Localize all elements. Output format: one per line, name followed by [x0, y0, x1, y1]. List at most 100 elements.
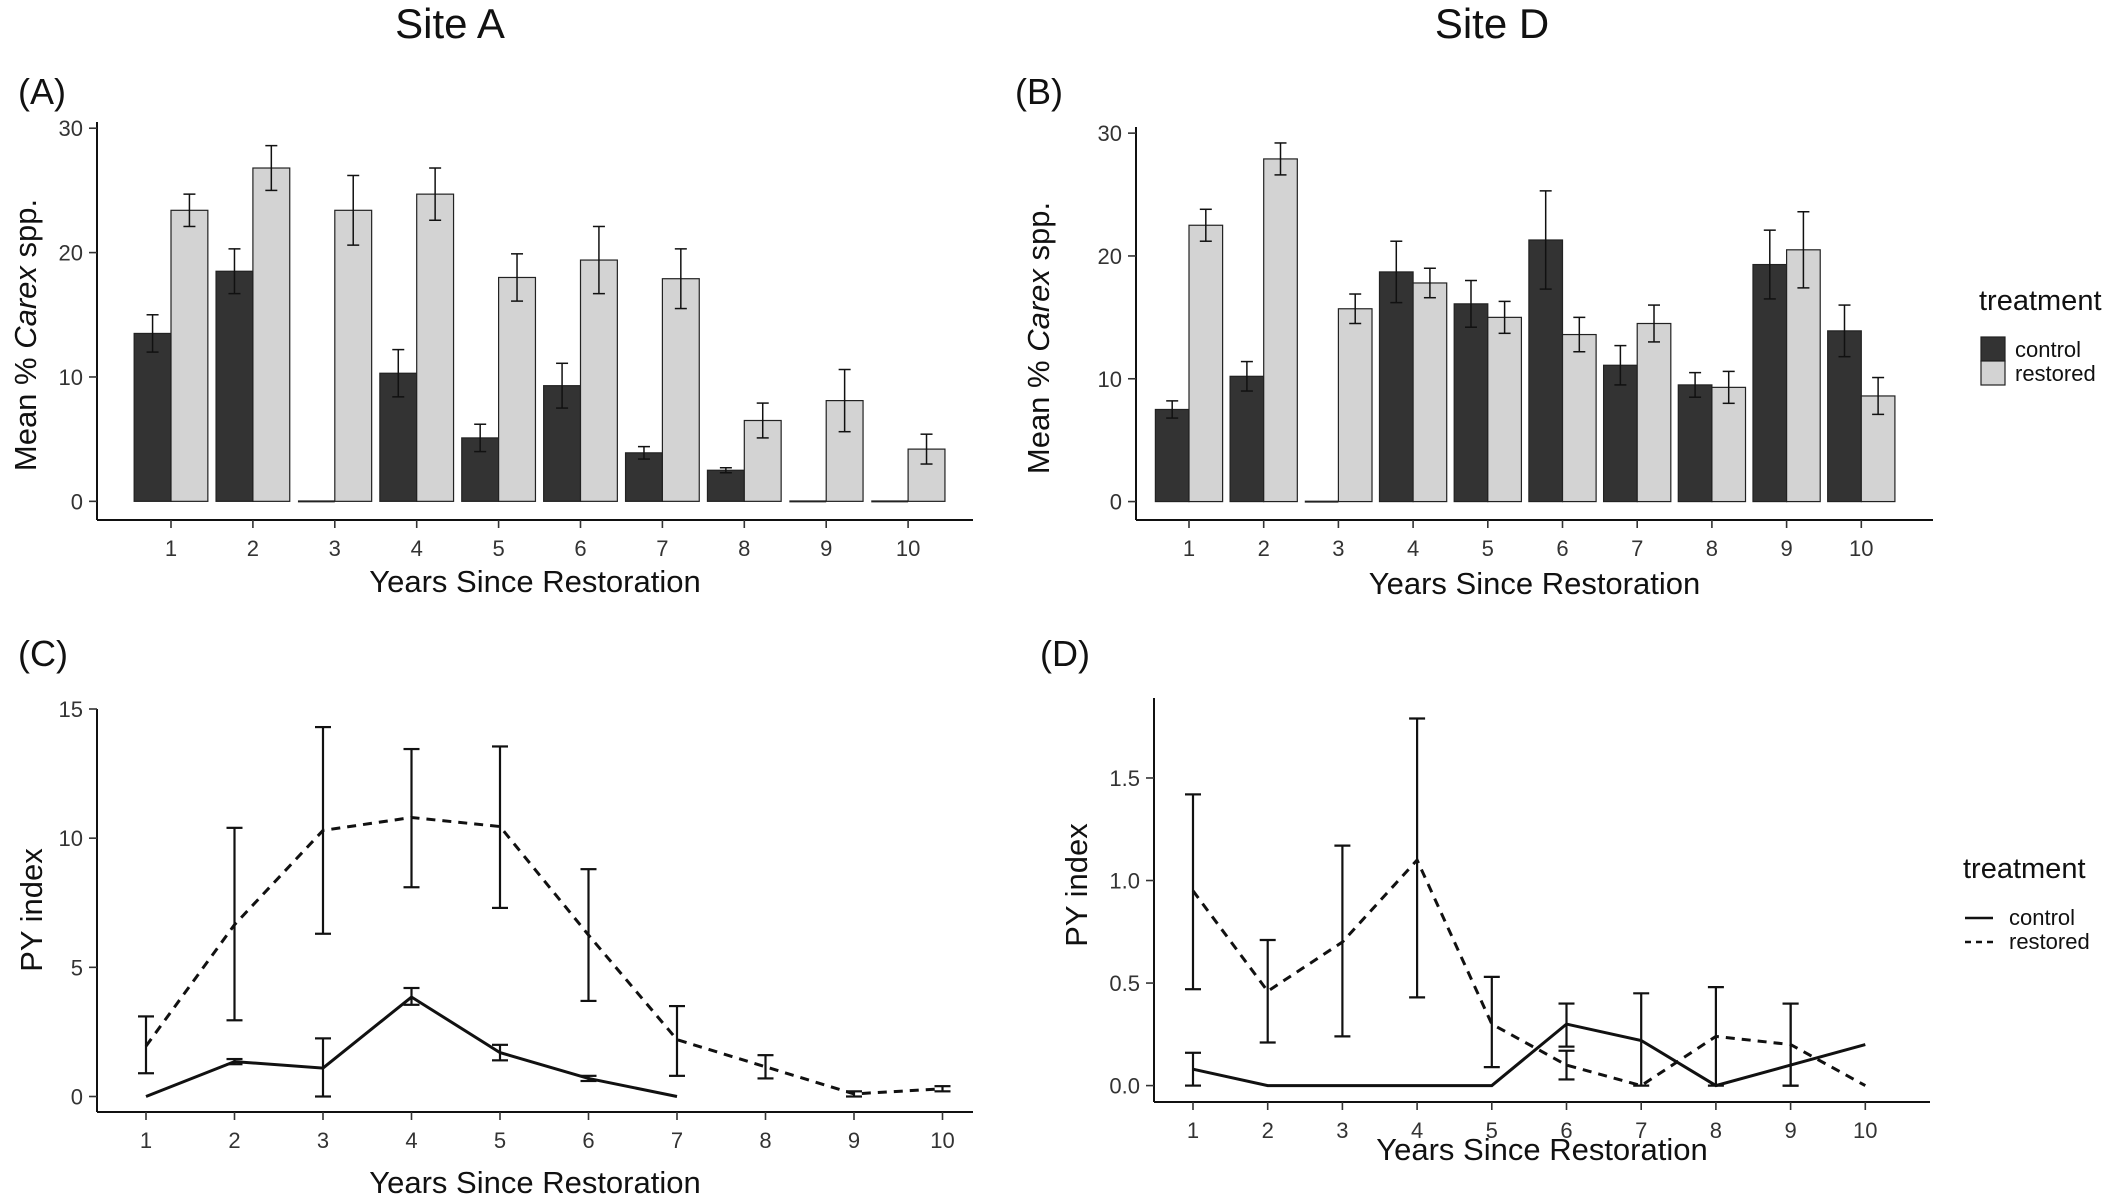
y-tick-label: 0 [71, 1085, 83, 1110]
y-tick-label: 1.5 [1109, 766, 1140, 791]
bar-restored [1711, 386, 1747, 503]
x-tick-label: 6 [1560, 1118, 1572, 1143]
y-axis-title-part: Mean % [8, 349, 43, 471]
y-axis-title: PY index [14, 848, 49, 972]
x-tick-label: 5 [1486, 1118, 1498, 1143]
x-tick-label: 7 [1635, 1118, 1647, 1143]
bar-control [1752, 263, 1788, 503]
x-axis-title: Years Since Restoration [369, 1165, 700, 1195]
x-tick-label: 10 [930, 1128, 954, 1153]
x-tick-label: 7 [671, 1128, 683, 1153]
panel-c-line-chart: (C) 0 5 10 15 1 2 3 4 5 6 7 8 9 10 Years Since Restorat… [14, 633, 973, 1195]
site-title-d: Site D [1435, 0, 1549, 47]
y-tick-label: 20 [1098, 244, 1122, 269]
y-tick-label: 5 [71, 955, 83, 980]
legend-label-control: control [2015, 337, 2081, 362]
y-tick-label: 20 [59, 241, 83, 266]
bar-control [1677, 384, 1713, 503]
x-tick-label: 6 [1556, 536, 1568, 561]
x-tick-label: 9 [1780, 536, 1792, 561]
x-tick-label: 8 [1710, 1118, 1722, 1143]
x-tick-label: 3 [1332, 536, 1344, 561]
series-line-restored [144, 815, 943, 1096]
x-tick-label: 10 [1849, 536, 1873, 561]
x-tick-label: 9 [848, 1128, 860, 1153]
x-axis-title: Years Since Restoration [369, 564, 700, 599]
y-tick-label: 30 [1098, 121, 1122, 146]
bar-control [215, 270, 254, 502]
bar-restored [661, 278, 700, 502]
bar-restored [170, 209, 209, 502]
bar-control [1602, 364, 1638, 503]
bar-restored [1337, 308, 1373, 503]
legend-label-restored: restored [2009, 929, 2090, 954]
bar-control [624, 452, 663, 502]
panel-label: (D) [1040, 633, 1090, 674]
x-tick-label: 7 [656, 536, 668, 561]
legend-title: treatment [1979, 285, 2102, 317]
x-tick-label: 2 [247, 536, 259, 561]
bar-control [1453, 303, 1489, 503]
x-axis-title: Years Since Restoration [1376, 1132, 1707, 1167]
y-axis-title-part: Carex [8, 265, 43, 349]
panel-d-line-chart: (D) 0.0 0.5 1.0 1.5 1 2 3 4 5 6 7 8 9 10 Years Since Re… [1040, 633, 2090, 1167]
y-axis-title-part: Carex [1021, 268, 1056, 352]
x-tick-label: 3 [317, 1128, 329, 1153]
series-line-restored [1191, 857, 1867, 1088]
bar-restored [1785, 249, 1821, 503]
x-tick-label: 5 [492, 536, 504, 561]
series-line-control [1192, 1022, 1866, 1088]
bar-restored [1188, 224, 1224, 503]
panel-label: (A) [18, 71, 66, 112]
y-tick-label: 0 [1110, 490, 1122, 515]
y-tick-label: 15 [59, 697, 83, 722]
legend-title: treatment [1963, 853, 2086, 885]
x-tick-label: 8 [1706, 536, 1718, 561]
y-axis-title-part: spp. [8, 199, 43, 266]
x-tick-label: 6 [582, 1128, 594, 1153]
panel-b-bar-chart: (B) 0 10 20 30 1 2 3 4 5 6 7 8 9 10 Years Since Restora… [1015, 71, 2102, 601]
legend-label-control: control [2009, 905, 2075, 930]
x-tick-label: 5 [1482, 536, 1494, 561]
x-tick-label: 3 [329, 536, 341, 561]
x-tick-label: 6 [574, 536, 586, 561]
x-tick-label: 10 [1853, 1118, 1877, 1143]
site-title-a: Site A [395, 0, 505, 47]
y-axis-title: Mean % Carex spp. [1021, 202, 1056, 474]
bar-restored [252, 167, 291, 502]
x-tick-label: 4 [405, 1128, 417, 1153]
x-tick-label: 8 [759, 1128, 771, 1153]
bar-restored [1561, 333, 1597, 503]
x-tick-label: 1 [165, 536, 177, 561]
x-tick-label: 4 [411, 536, 423, 561]
y-axis-title-part: Mean % [1021, 352, 1056, 474]
bar-restored [1412, 282, 1448, 503]
x-tick-label: 9 [820, 536, 832, 561]
legend-key-control [1980, 336, 2006, 362]
x-tick-label: 4 [1411, 1118, 1423, 1143]
bar-restored [416, 193, 455, 502]
bar-restored [1487, 316, 1523, 503]
bar-restored [1263, 158, 1298, 503]
y-axis-title: Mean % Carex spp. [8, 199, 43, 471]
y-tick-label: 10 [59, 826, 83, 851]
x-tick-label: 4 [1407, 536, 1419, 561]
y-tick-label: 0.0 [1109, 1074, 1140, 1099]
y-tick-label: 0 [71, 489, 83, 514]
x-tick-label: 10 [896, 536, 920, 561]
x-tick-label: 8 [738, 536, 750, 561]
y-axis-title: PY index [1059, 823, 1094, 947]
panel-label: (B) [1015, 71, 1063, 112]
x-tick-label: 1 [1187, 1118, 1199, 1143]
x-tick-label: 1 [1183, 536, 1195, 561]
legend-label-restored: restored [2015, 361, 2096, 386]
x-tick-label: 3 [1336, 1118, 1348, 1143]
bar-restored [579, 259, 618, 502]
bar-control [1528, 239, 1564, 503]
x-tick-label: 9 [1784, 1118, 1796, 1143]
series-line-control [145, 995, 678, 1098]
x-tick-label: 2 [228, 1128, 240, 1153]
